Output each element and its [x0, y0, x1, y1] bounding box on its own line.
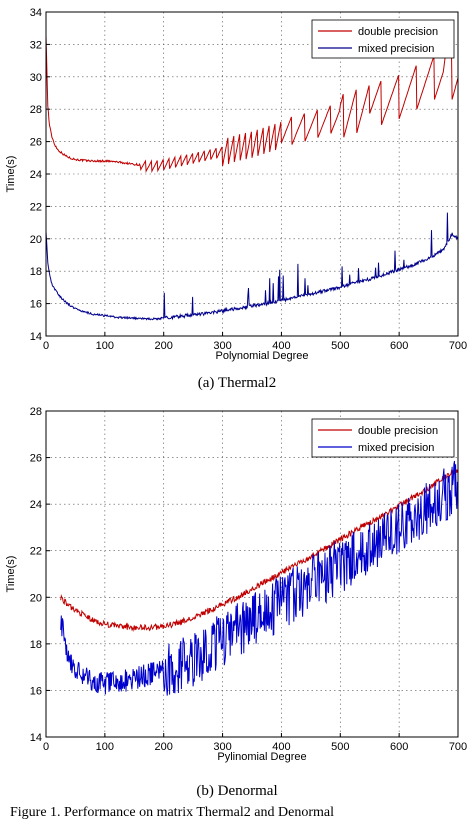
legend-label: double precision: [358, 26, 438, 38]
y-tick-label: 18: [30, 639, 42, 651]
x-tick-label: 700: [449, 340, 467, 352]
x-tick-label: 300: [213, 340, 231, 352]
series-line-double: [45, 35, 459, 174]
y-tick-label: 24: [30, 499, 42, 511]
legend-label: mixed precision: [358, 43, 434, 55]
y-tick-label: 32: [30, 39, 42, 51]
x-tick-label: 600: [390, 741, 408, 753]
x-tick-label: 0: [43, 741, 49, 753]
y-tick-label: 28: [30, 104, 42, 116]
chart-caption: (b) Denormal: [196, 783, 277, 799]
x-tick-label: 500: [331, 741, 349, 753]
x-tick-label: 200: [155, 741, 173, 753]
y-tick-label: 22: [30, 546, 42, 558]
legend-label: mixed precision: [358, 442, 434, 454]
y-axis-label: Time(s): [5, 156, 17, 193]
y-tick-label: 24: [30, 169, 42, 181]
x-tick-label: 400: [272, 340, 290, 352]
y-tick-label: 28: [30, 406, 42, 418]
axes-frame: [45, 410, 459, 738]
series-line-mixed: [60, 460, 459, 696]
y-tick-label: 14: [30, 732, 42, 744]
x-axis-label: Polynomial Degree: [216, 350, 309, 362]
legend-label: double precision: [358, 425, 438, 437]
legend-box: [311, 418, 455, 458]
x-tick-label: 200: [155, 340, 173, 352]
y-tick-label: 16: [30, 299, 42, 311]
x-tick-label: 500: [331, 340, 349, 352]
y-tick-label: 26: [30, 453, 42, 465]
y-tick-label: 30: [30, 72, 42, 84]
chart-denormal: 0 100 200 300 400 500 600 700 14 16 18 20 22 24 26 28 Py…: [5, 406, 467, 799]
x-tick-label: 100: [96, 741, 114, 753]
y-tick-label: 20: [30, 234, 42, 246]
plot-area: [46, 12, 458, 336]
x-tick-label: 400: [272, 741, 290, 753]
x-tick-label: 100: [96, 340, 114, 352]
y-axis-label: Time(s): [5, 556, 17, 593]
y-tick-label: 18: [30, 266, 42, 278]
x-tick-label: 600: [390, 340, 408, 352]
plot-area: [46, 411, 458, 737]
y-tick-label: 14: [30, 331, 42, 343]
chart-thermal2: 0 100 200 300 400 500 600 700 14 16 18 20 22 24 26 28 30…: [5, 7, 467, 391]
y-tick-label: 34: [30, 7, 42, 19]
x-tick-label: 0: [43, 340, 49, 352]
y-tick-label: 26: [30, 137, 42, 149]
y-tick-label: 20: [30, 592, 42, 604]
x-tick-label: 700: [449, 741, 467, 753]
figure-caption: Figure 1. Performance on matrix Thermal2…: [10, 805, 334, 820]
chart-caption: (a) Thermal2: [198, 375, 276, 391]
legend-box: [311, 19, 455, 59]
y-tick-label: 22: [30, 201, 42, 213]
y-tick-label: 16: [30, 685, 42, 697]
x-tick-label: 300: [213, 741, 231, 753]
series-line-double: [60, 468, 459, 633]
series-line-mixed: [45, 212, 459, 321]
x-axis-label: Pylinomial Degree: [217, 751, 306, 763]
